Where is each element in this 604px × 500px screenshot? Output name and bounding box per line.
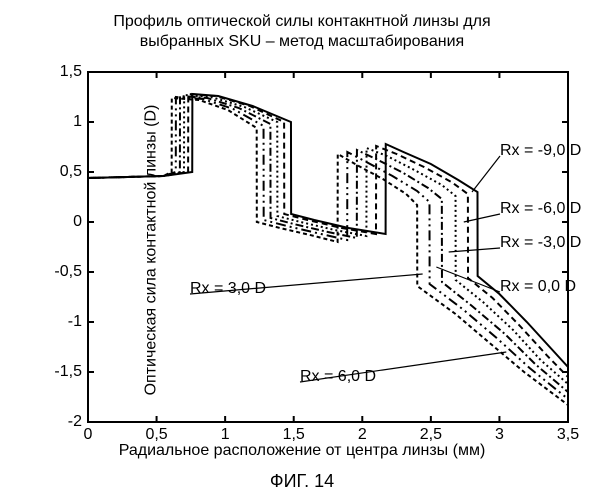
- y-tick-label: 0: [32, 213, 82, 231]
- annotation-label: Rx = -6,0 D: [500, 200, 581, 218]
- chart-title: Профиль оптической силы контакнтной линз…: [0, 12, 604, 52]
- annotation-leader: [472, 156, 500, 192]
- y-tick-label: 0,5: [32, 163, 82, 181]
- x-axis-label: Радиальное расположение от центра линзы …: [0, 442, 604, 460]
- annotation-leader: [464, 214, 500, 222]
- y-tick-label: 1,5: [32, 63, 82, 81]
- figure-container: Профиль оптической силы контакнтной линз…: [0, 0, 604, 500]
- series-line: [88, 98, 568, 405]
- y-tick-label: 1: [32, 113, 82, 131]
- figure-caption: ФИГ. 14: [0, 471, 604, 492]
- annotation-label: Rx = -3,0 D: [500, 234, 581, 252]
- annotation-label: Rx = -9,0 D: [500, 142, 581, 160]
- annotation-label: Rx = 0,0 D: [500, 278, 576, 296]
- y-tick-label: -2: [32, 413, 82, 431]
- y-tick-label: -0,5: [32, 263, 82, 281]
- y-tick-label: -1,5: [32, 363, 82, 381]
- annotation-label: Rx = 3,0 D: [190, 280, 266, 298]
- annotation-label: Rx = 6,0 D: [300, 368, 376, 386]
- series-line: [88, 95, 568, 384]
- y-tick-label: -1: [32, 313, 82, 331]
